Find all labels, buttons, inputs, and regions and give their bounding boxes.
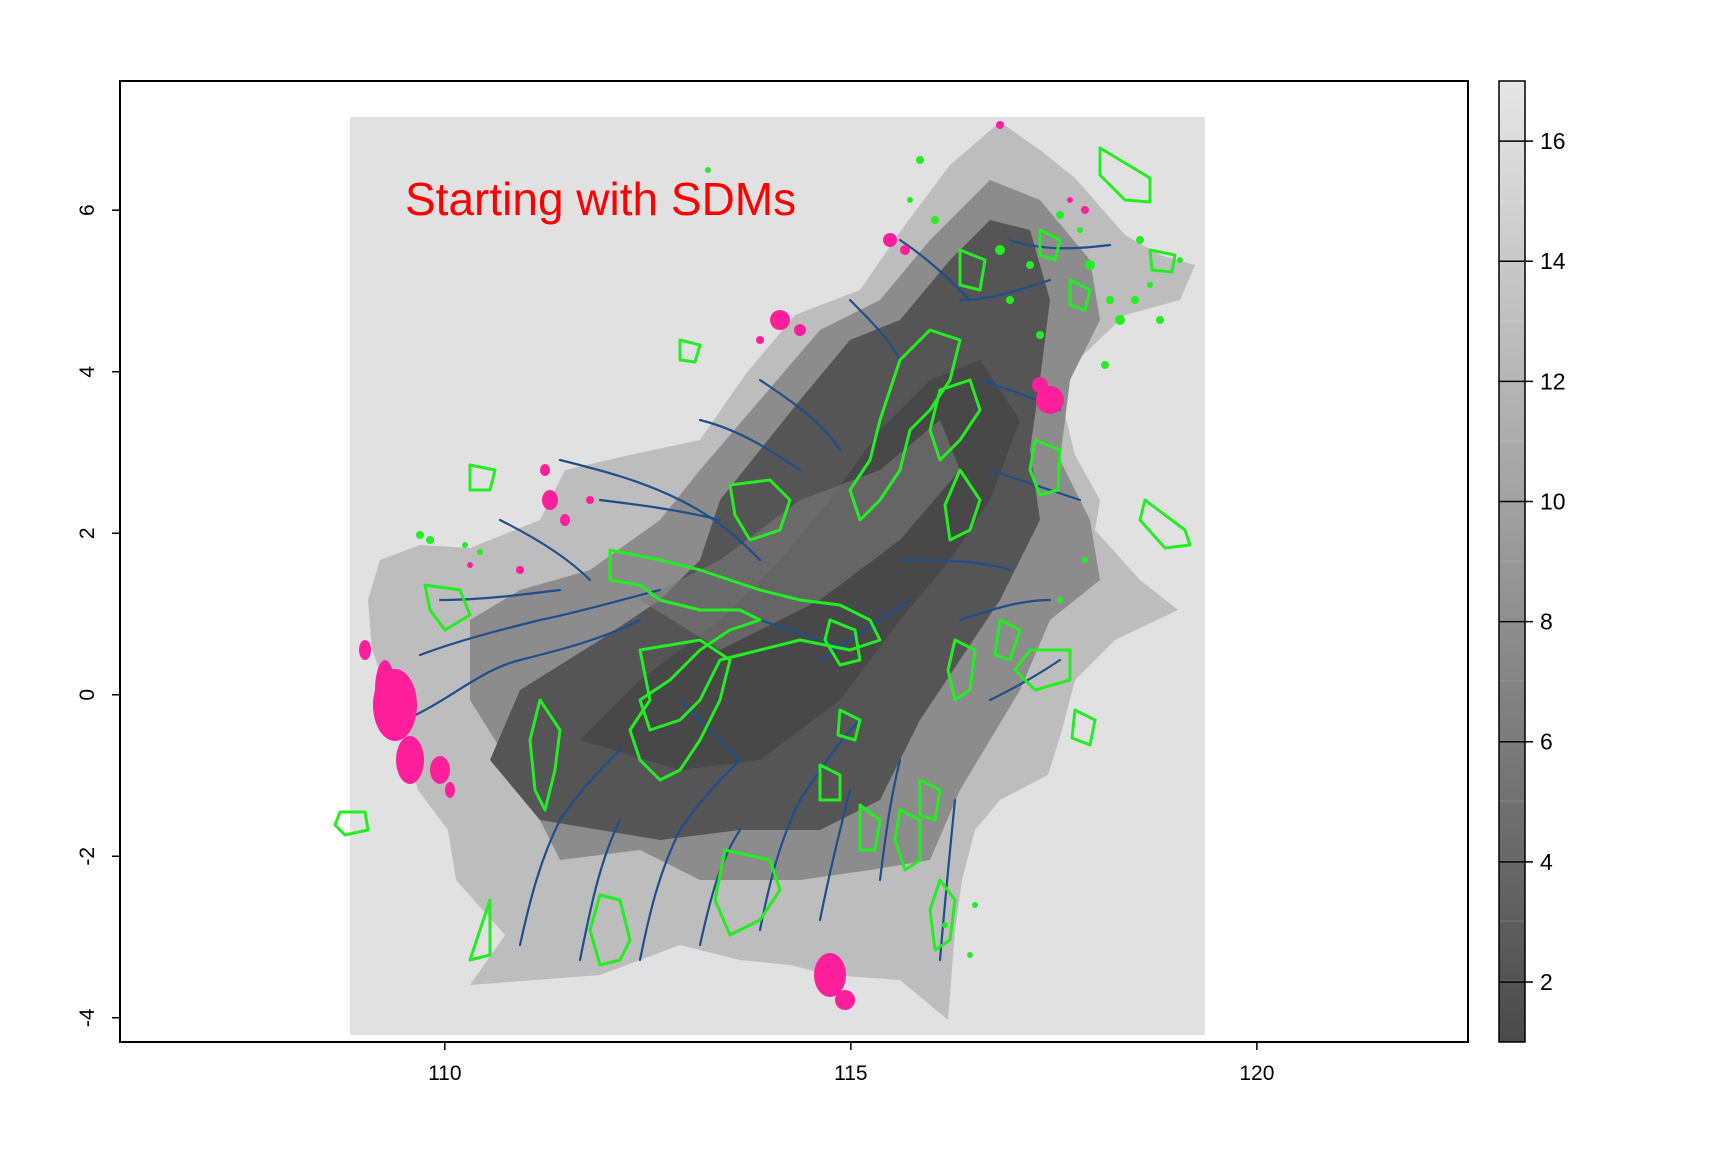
y-axis: 6 4 2 0 -2 -4 xyxy=(76,204,120,1027)
legend-tick-label: 2 xyxy=(1540,969,1553,995)
map-panel: Starting with SDMs xyxy=(119,80,1469,1043)
legend-tick-label: 6 xyxy=(1540,729,1553,755)
protected-area-outlines xyxy=(333,146,1192,967)
legend-tick-label: 4 xyxy=(1540,849,1553,875)
protected-area-dots xyxy=(416,156,1183,958)
y-tick-label: 4 xyxy=(76,366,99,378)
color-legend: 16 14 12 10 8 6 4 2 xyxy=(1498,80,1566,1043)
island-crest xyxy=(640,420,960,650)
x-axis: 110 115 120 xyxy=(428,1042,1274,1085)
river-network xyxy=(403,238,1112,962)
legend-frame xyxy=(1498,80,1526,1043)
y-tick-label: -2 xyxy=(76,847,99,866)
legend-tick-label: 16 xyxy=(1540,128,1566,154)
legend-colorbar xyxy=(1499,81,1525,1042)
legend-tick-label: 10 xyxy=(1540,488,1566,514)
y-tick-label: -4 xyxy=(76,1008,99,1027)
y-tick-label: 6 xyxy=(76,204,99,216)
x-tick-label: 120 xyxy=(1239,1062,1274,1085)
legend-tick-label: 8 xyxy=(1540,609,1553,635)
occurrence-points xyxy=(359,121,1089,1010)
x-tick-label: 115 xyxy=(834,1062,867,1085)
x-tick-label: 110 xyxy=(428,1062,461,1085)
plot-frame xyxy=(119,80,1469,1043)
legend-tick-label: 12 xyxy=(1540,368,1566,394)
legend-ticks: 16 14 12 10 8 6 4 2 xyxy=(1499,128,1566,995)
legend-tick-label: 14 xyxy=(1540,248,1566,274)
y-tick-label: 2 xyxy=(76,527,99,539)
y-tick-label: 0 xyxy=(76,689,99,701)
map-title: Starting with SDMs xyxy=(405,173,796,225)
